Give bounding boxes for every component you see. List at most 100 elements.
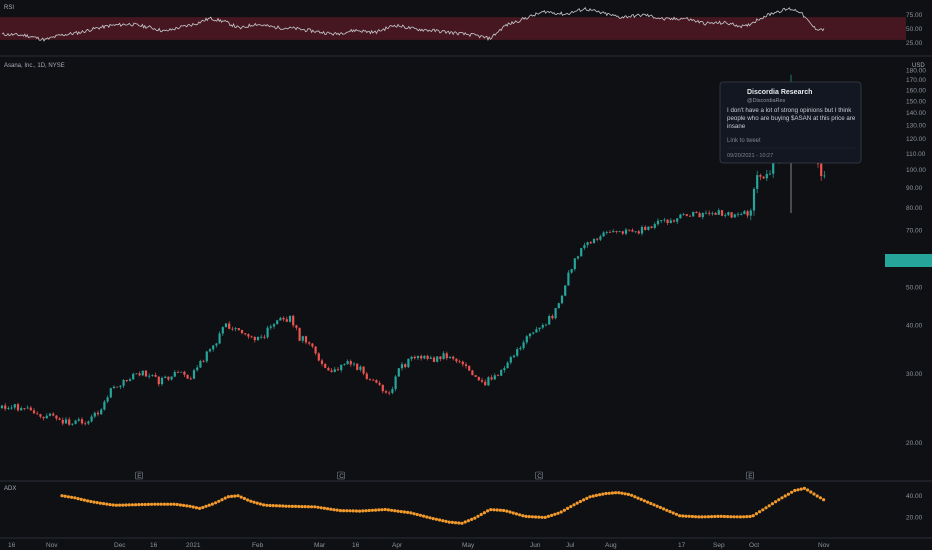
adx-dot — [786, 492, 791, 496]
adx-dot — [370, 508, 374, 512]
adx-dot — [652, 503, 656, 507]
adx-dot — [774, 500, 778, 504]
adx-dot — [751, 514, 755, 518]
event-marker[interactable]: C — [337, 471, 345, 480]
rsi-overbought-oversold-band — [0, 17, 906, 40]
candle-body — [445, 353, 448, 359]
adx-dot — [662, 507, 666, 511]
adx-dot — [300, 505, 304, 509]
candle-body — [352, 363, 356, 365]
author-avatar — [732, 88, 742, 98]
adx-dot — [329, 507, 333, 511]
candle-body — [224, 323, 228, 328]
candle-body — [237, 328, 240, 331]
adx-dot — [790, 490, 794, 494]
adx-dot — [697, 515, 701, 519]
adx-dot — [172, 502, 176, 506]
adx-dot — [719, 514, 723, 519]
price-tick-label: 20.00 — [906, 440, 923, 447]
adx-dot — [278, 504, 282, 508]
adx-dot — [63, 494, 67, 498]
candle-body — [474, 375, 477, 377]
adx-dot — [770, 502, 775, 506]
adx-dot — [521, 514, 525, 518]
adx-dot — [818, 496, 823, 500]
candle-body — [132, 373, 135, 380]
adx-dot — [137, 503, 141, 507]
tweet-date: 09/20/2021 - 10:27 — [727, 153, 773, 159]
candle-body — [688, 215, 692, 217]
adx-dot — [70, 495, 74, 499]
candle-body — [221, 327, 224, 334]
adx-dot — [153, 502, 157, 506]
candle-body — [442, 353, 445, 360]
candle-body — [404, 364, 407, 368]
adx-dot — [92, 500, 96, 504]
adx-dot — [614, 491, 618, 495]
candle-body — [173, 372, 176, 377]
adx-dot — [354, 509, 358, 513]
adx-dot — [556, 511, 560, 515]
event-marker[interactable]: E — [746, 471, 754, 480]
candle-body — [461, 361, 464, 365]
adx-dot — [812, 492, 816, 496]
tweet-link[interactable]: Link to tweet — [727, 138, 761, 144]
candle-body — [157, 376, 160, 385]
candle-body — [759, 175, 762, 177]
candle-body — [596, 238, 599, 240]
candle-body — [160, 377, 164, 385]
time-tick-label: Aug — [605, 542, 617, 549]
adx-dot — [415, 512, 419, 517]
adx-dot — [73, 496, 77, 500]
price-tick-label: 110.00 — [906, 151, 926, 158]
adx-dot — [498, 508, 502, 512]
adx-dot — [236, 494, 240, 498]
candle-body — [256, 336, 260, 341]
tweet-card[interactable]: Discordia Research @DiscordiaRes I don't… — [719, 81, 862, 164]
candle-body — [621, 231, 624, 234]
adx-dot — [492, 508, 496, 512]
time-tick-label: Nov — [46, 542, 58, 549]
adx-dot — [518, 513, 522, 517]
candle-body — [765, 174, 768, 179]
adx-dot — [508, 510, 512, 514]
candle-body — [599, 236, 602, 240]
adx-dot — [649, 501, 653, 506]
candle-body — [506, 362, 509, 369]
adx-dot — [393, 509, 397, 513]
adx-dot — [591, 494, 595, 498]
candle-body — [612, 231, 615, 233]
event-marker[interactable]: E — [135, 471, 143, 480]
tweet-text-line-3: insane — [727, 123, 746, 130]
adx-dot — [594, 493, 599, 497]
candle-body — [39, 414, 42, 417]
event-marker-label: C — [339, 473, 344, 480]
adx-dot — [316, 505, 320, 509]
adx-dot — [601, 492, 605, 496]
adx-dot — [476, 514, 480, 518]
candle-body — [42, 416, 45, 419]
candle-body — [580, 248, 583, 257]
adx-dot — [342, 509, 346, 513]
adx-dot — [409, 511, 413, 515]
candle-body — [749, 210, 752, 216]
candle-body — [429, 357, 432, 359]
candle-body — [176, 372, 180, 373]
candle-body — [0, 405, 4, 408]
adx-dot — [182, 503, 186, 507]
candle-body — [4, 405, 7, 409]
event-marker[interactable]: C — [535, 471, 543, 480]
candle-body — [340, 364, 343, 371]
candle-body — [756, 175, 759, 189]
time-tick-label: Nov — [818, 542, 830, 549]
adx-dot — [175, 502, 179, 507]
candle-body — [583, 245, 586, 249]
candle-body — [77, 419, 80, 421]
adx-dot — [684, 514, 688, 518]
candle-body — [93, 412, 96, 417]
candle-body — [125, 380, 128, 381]
adx-dot — [607, 491, 611, 495]
candle-body — [628, 229, 631, 231]
adx-dot — [428, 516, 432, 520]
candle-body — [154, 375, 157, 377]
